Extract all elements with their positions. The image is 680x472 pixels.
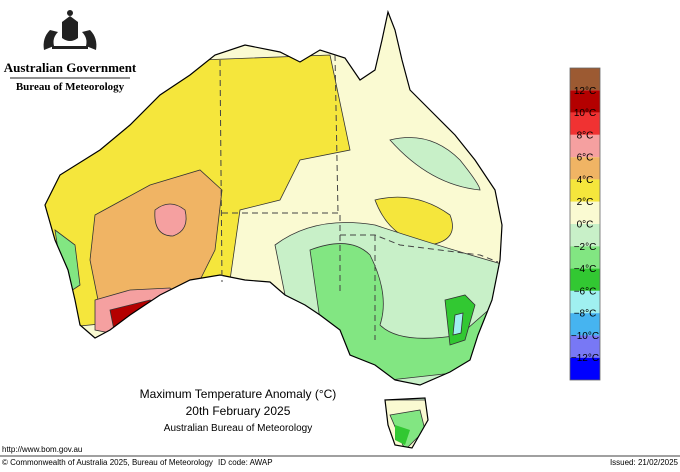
legend-swatch <box>570 268 600 291</box>
legend-swatch <box>570 68 600 91</box>
footer-copyright: © Commonwealth of Australia 2025, Bureau… <box>2 458 213 467</box>
legend-label: −6°C <box>574 286 597 297</box>
legend-swatch <box>570 90 600 113</box>
legend: 12°C 10°C 8°C 6°C 4°C 2°C 0°C −2°C −4°C −6°C −8°C −… <box>569 67 601 381</box>
legend-swatch <box>570 313 600 336</box>
legend-swatch <box>570 357 600 380</box>
coastline <box>44 11 503 449</box>
legend-label: 12°C <box>574 86 596 97</box>
footer-issued: Issued: 21/02/2025 <box>610 458 679 467</box>
legend-swatch <box>570 157 600 180</box>
legend-label: 2°C <box>577 197 594 208</box>
legend-label: 6°C <box>577 153 594 164</box>
legend-label: −4°C <box>574 264 597 275</box>
legend-label: 0°C <box>577 220 594 231</box>
legend-swatch <box>570 335 600 358</box>
legend-label: −10°C <box>571 331 599 342</box>
government: Australian Government <box>4 60 137 75</box>
footer-id: ID code: AWAP <box>218 458 273 467</box>
footer-url: http://www.bom.gov.au <box>2 445 82 454</box>
legend-label: −8°C <box>574 309 597 320</box>
map-source: Australian Bureau of Meteorology <box>164 423 312 434</box>
map-title: Maximum Temperature Anomaly (°C) <box>140 387 337 401</box>
legend-swatch <box>570 246 600 269</box>
map-date: 20th February 2025 <box>186 404 291 418</box>
legend-label: 4°C <box>577 175 594 186</box>
state-borders <box>219 54 499 340</box>
legend-swatch <box>570 179 600 202</box>
legend-label: −2°C <box>574 242 597 253</box>
coat-of-arms <box>43 10 97 50</box>
legend-swatch <box>570 134 600 158</box>
legend-label: 10°C <box>574 108 596 119</box>
legend-label: −12°C <box>571 353 599 364</box>
legend-frame <box>569 67 601 381</box>
agency: Bureau of Meteorology <box>16 81 125 93</box>
legend-swatch <box>570 201 600 224</box>
legend-swatch <box>570 290 600 314</box>
legend-swatch <box>570 224 600 247</box>
legend-label: 8°C <box>577 130 594 141</box>
legend-swatch <box>570 112 600 135</box>
